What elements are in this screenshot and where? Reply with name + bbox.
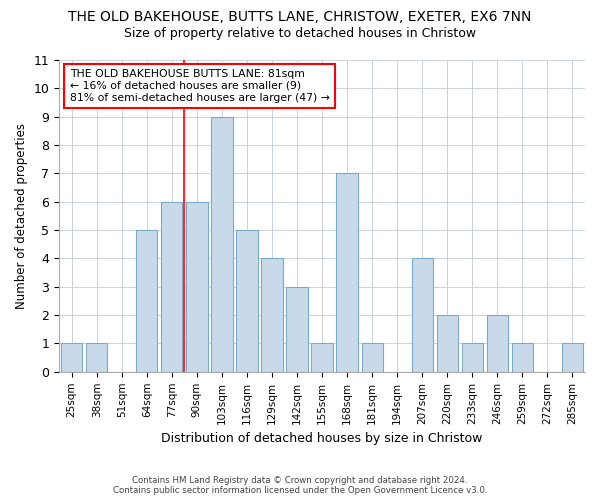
- Bar: [236, 230, 257, 372]
- Text: Size of property relative to detached houses in Christow: Size of property relative to detached ho…: [124, 28, 476, 40]
- Bar: [512, 344, 533, 372]
- Y-axis label: Number of detached properties: Number of detached properties: [15, 123, 28, 309]
- Bar: [136, 230, 157, 372]
- X-axis label: Distribution of detached houses by size in Christow: Distribution of detached houses by size …: [161, 432, 483, 445]
- Bar: [211, 116, 233, 372]
- Bar: [161, 202, 182, 372]
- Bar: [61, 344, 82, 372]
- Text: Contains HM Land Registry data © Crown copyright and database right 2024.
Contai: Contains HM Land Registry data © Crown c…: [113, 476, 487, 495]
- Bar: [311, 344, 333, 372]
- Bar: [562, 344, 583, 372]
- Bar: [461, 344, 483, 372]
- Bar: [362, 344, 383, 372]
- Bar: [337, 174, 358, 372]
- Text: THE OLD BAKEHOUSE BUTTS LANE: 81sqm
← 16% of detached houses are smaller (9)
81%: THE OLD BAKEHOUSE BUTTS LANE: 81sqm ← 16…: [70, 70, 329, 102]
- Text: THE OLD BAKEHOUSE, BUTTS LANE, CHRISTOW, EXETER, EX6 7NN: THE OLD BAKEHOUSE, BUTTS LANE, CHRISTOW,…: [68, 10, 532, 24]
- Bar: [437, 315, 458, 372]
- Bar: [262, 258, 283, 372]
- Bar: [186, 202, 208, 372]
- Bar: [286, 287, 308, 372]
- Bar: [412, 258, 433, 372]
- Bar: [86, 344, 107, 372]
- Bar: [487, 315, 508, 372]
